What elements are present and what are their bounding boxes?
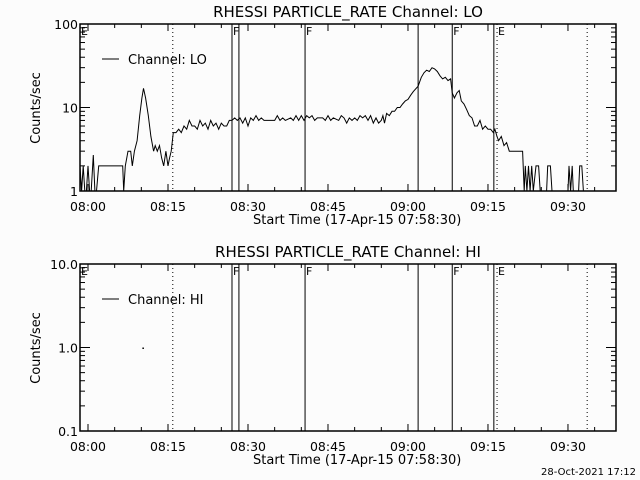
marker-label: F (453, 25, 459, 38)
plot-lo: RHESSI PARTICLE_RATE Channel: LO Start T… (29, 3, 617, 228)
x-tick-label: 09:15 (470, 439, 506, 454)
marker-label: E (81, 265, 88, 278)
x-tick-label: 08:00 (70, 439, 106, 454)
footer-timestamp: 28-Oct-2021 17:12 (541, 467, 636, 478)
x-axis-label-hi: Start Time (17-Apr-15 07:58:30) (253, 453, 461, 468)
x-tick-label: 09:30 (550, 199, 586, 214)
x-tick-label: 08:45 (310, 199, 346, 214)
marker-label: F (233, 265, 239, 278)
y-tick-label: 1.0 (58, 341, 78, 356)
x-tick-label: 08:15 (150, 199, 186, 214)
x-tick-label: 08:15 (150, 439, 186, 454)
y-axis-label-hi: Counts/sec (29, 312, 44, 384)
plot-hi: RHESSI PARTICLE_RATE Channel: HI Start T… (29, 243, 617, 468)
x-tick-label: 08:45 (310, 439, 346, 454)
legend-label-lo: Channel: LO (128, 53, 207, 68)
y-tick-label: 1 (70, 184, 78, 199)
marker-label: F (453, 265, 459, 278)
x-tick-label: 08:30 (230, 439, 266, 454)
x-tick-label: 09:00 (390, 199, 426, 214)
x-tick-label: 08:00 (70, 199, 106, 214)
chart-title-hi: RHESSI PARTICLE_RATE Channel: HI (215, 243, 481, 262)
marker-label: F (306, 265, 312, 278)
marker-label: E (81, 25, 88, 38)
x-tick-label: 09:30 (550, 439, 586, 454)
series-line (79, 67, 584, 192)
y-axis-label-lo: Counts/sec (29, 72, 44, 144)
data-point (142, 347, 144, 349)
x-tick-label: 09:00 (390, 439, 426, 454)
plot-frame (79, 263, 617, 432)
marker-label: E (498, 25, 505, 38)
x-axis-label-lo: Start Time (17-Apr-15 07:58:30) (253, 213, 461, 228)
x-tick-label: 08:30 (230, 199, 266, 214)
chart-title-lo: RHESSI PARTICLE_RATE Channel: LO (213, 3, 483, 22)
marker-label: F (306, 25, 312, 38)
y-tick-label: 0.1 (58, 424, 78, 439)
x-tick-label: 09:15 (470, 199, 506, 214)
y-tick-label: 10.0 (50, 257, 78, 272)
marker-label: F (233, 25, 239, 38)
y-tick-label: 10 (62, 101, 78, 116)
legend-label-hi: Channel: HI (128, 293, 204, 308)
y-tick-label: 100 (54, 17, 78, 32)
marker-label: E (498, 265, 505, 278)
